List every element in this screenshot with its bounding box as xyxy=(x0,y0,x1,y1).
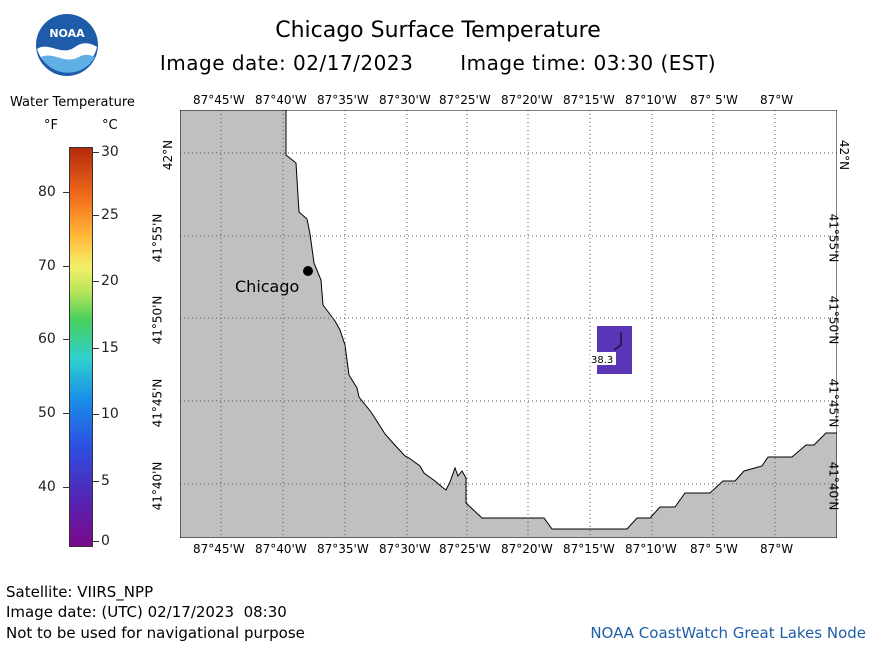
lon-label-bottom: 87°15'W xyxy=(563,542,615,556)
lat-label-left: 41°55'N xyxy=(150,213,165,263)
lon-label-bottom: 87°40'W xyxy=(255,542,307,556)
c-label-25: 25 xyxy=(101,207,119,223)
lon-label-bottom: 87°25'W xyxy=(439,542,491,556)
c-tick xyxy=(93,215,99,216)
lon-label-top: 87° 5'W xyxy=(690,93,738,107)
reading-label-box xyxy=(590,352,616,365)
utc-date-info: Image date: (UTC) 02/17/2023 08:30 xyxy=(6,603,287,621)
f-tick xyxy=(63,413,69,414)
lat-label-right: 42°N xyxy=(837,139,852,171)
reading-leader-line xyxy=(613,332,622,351)
f-label-60: 60 xyxy=(38,331,56,347)
chicago-marker-icon xyxy=(303,266,313,276)
f-tick xyxy=(63,339,69,340)
c-label-5: 5 xyxy=(101,473,110,489)
lon-label-top: 87°W xyxy=(760,93,794,107)
noaa-logo: NOAA xyxy=(36,14,98,76)
lon-label-top: 87°20'W xyxy=(501,93,553,107)
c-tick xyxy=(93,152,99,153)
lon-label-bottom: 87°35'W xyxy=(317,542,369,556)
satellite-info: Satellite: VIIRS_NPP xyxy=(6,583,154,601)
unit-fahrenheit: °F xyxy=(44,118,58,133)
lat-label-left: 42°N xyxy=(161,139,176,171)
lon-label-top: 87°25'W xyxy=(439,93,491,107)
lon-label-bottom: 87°10'W xyxy=(625,542,677,556)
lon-label-top: 87°30'W xyxy=(379,93,431,107)
map-panel: 38.3 Chicago xyxy=(180,110,837,538)
c-label-10: 10 xyxy=(101,406,119,422)
image-time: Image time: 03:30 (EST) xyxy=(460,51,717,75)
city-label: Chicago xyxy=(235,277,299,296)
disclaimer: Not to be used for navigational purpose xyxy=(6,624,305,642)
unit-celsius: °C xyxy=(102,118,118,133)
map-title: Chicago Surface Temperature xyxy=(275,18,601,43)
c-tick xyxy=(93,348,99,349)
f-label-40: 40 xyxy=(38,479,56,495)
c-tick xyxy=(93,541,99,542)
f-tick xyxy=(63,266,69,267)
lon-label-bottom: 87°30'W xyxy=(379,542,431,556)
lon-label-top: 87°15'W xyxy=(563,93,615,107)
grid xyxy=(180,110,837,538)
c-tick xyxy=(93,414,99,415)
lon-label-top: 87°35'W xyxy=(317,93,369,107)
lat-label-right: 41°45'N xyxy=(826,378,841,428)
lon-label-bottom: 87°20'W xyxy=(501,542,553,556)
c-label-0: 0 xyxy=(101,533,110,549)
lon-label-bottom: 87°W xyxy=(760,542,794,556)
f-label-70: 70 xyxy=(38,258,56,274)
lat-label-right: 41°55'N xyxy=(826,213,841,263)
legend-title: Water Temperature xyxy=(10,95,135,110)
land-area xyxy=(180,110,837,538)
lat-label-left: 41°50'N xyxy=(150,295,165,345)
noaa-logo-text: NOAA xyxy=(49,27,85,40)
f-tick xyxy=(63,487,69,488)
f-label-50: 50 xyxy=(38,405,56,421)
lon-label-top: 87°10'W xyxy=(625,93,677,107)
lon-label-bottom: 87° 5'W xyxy=(690,542,738,556)
lon-label-top: 87°45'W xyxy=(193,93,245,107)
lon-label-bottom: 87°45'W xyxy=(193,542,245,556)
lat-label-left: 41°40'N xyxy=(150,461,165,511)
c-label-20: 20 xyxy=(101,273,119,289)
temperature-reading: 38.3 xyxy=(591,355,613,366)
image-date: Image date: 02/17/2023 xyxy=(159,51,414,75)
c-label-15: 15 xyxy=(101,340,119,356)
lon-label-top: 87°40'W xyxy=(255,93,307,107)
c-label-30: 30 xyxy=(101,144,119,160)
f-label-80: 80 xyxy=(38,184,56,200)
image-datetime: Image date: 02/17/2023 Image time: 03:30… xyxy=(0,51,876,75)
lat-label-right: 41°50'N xyxy=(826,295,841,345)
temperature-colorbar xyxy=(69,147,93,547)
lat-label-left: 41°45'N xyxy=(150,378,165,428)
f-tick xyxy=(63,192,69,193)
c-tick xyxy=(93,281,99,282)
lat-label-right: 41°40'N xyxy=(826,461,841,511)
credit-link[interactable]: NOAA CoastWatch Great Lakes Node xyxy=(590,624,866,642)
c-tick xyxy=(93,481,99,482)
